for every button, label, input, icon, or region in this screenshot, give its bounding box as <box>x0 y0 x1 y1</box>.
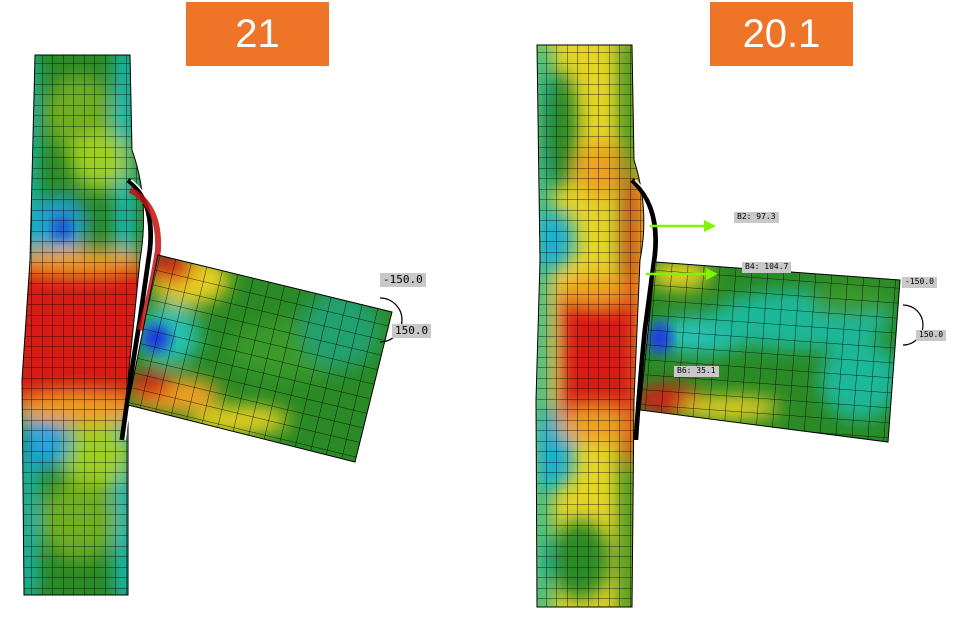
bolt-force-arrow-b2 <box>650 220 716 232</box>
right-column <box>535 44 645 608</box>
bolt-label-b2: B2: 97.3 <box>734 212 779 223</box>
right-moment-arc <box>902 304 924 346</box>
moment-label-negative: -150.0 <box>902 277 937 288</box>
moment-label-positive: 150.0 <box>392 324 432 339</box>
bolt-label-b4: B4: 104.7 <box>742 262 792 273</box>
model-number-badge: 20.1 <box>710 2 853 66</box>
bolt-label-b6: B6: 35.1 <box>674 366 719 377</box>
bolt-force-arrow-b4 <box>646 268 718 280</box>
left-column <box>21 54 145 596</box>
left-moment-arc <box>379 297 403 343</box>
left-end-plate <box>119 177 162 441</box>
moment-label-positive: 150.0 <box>916 330 947 341</box>
model-number-badge: 21 <box>186 2 329 66</box>
moment-label-negative: -150.0 <box>380 273 426 288</box>
